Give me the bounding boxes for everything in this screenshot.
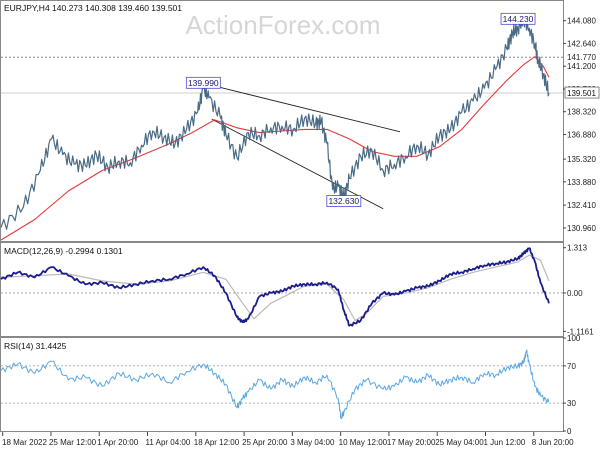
price-y-tick-label: 130.960 bbox=[567, 224, 596, 233]
annotation-box bbox=[326, 195, 362, 208]
channel-lower-line bbox=[211, 118, 384, 210]
macd-panel-frame bbox=[0, 242, 564, 337]
rsi-panel-frame bbox=[0, 337, 564, 432]
watermark: ActionForex.com bbox=[185, 10, 380, 40]
macd-main-line bbox=[0, 247, 550, 327]
price-panel-frame bbox=[0, 0, 564, 242]
rsi-y-tick-label: 30 bbox=[567, 399, 576, 408]
annotation-label: 144.230 bbox=[503, 14, 534, 24]
price-y-tick-label: 133.880 bbox=[567, 178, 596, 187]
x-tick-label: 1 Apr 20:00 bbox=[97, 438, 138, 447]
rsi-panel-title: RSI(14) 31.4425 bbox=[4, 341, 67, 351]
reference-price-label: 141.770 bbox=[567, 53, 596, 62]
annotation-label: 132.630 bbox=[328, 196, 359, 206]
macd-signal-line bbox=[0, 254, 550, 322]
price-layer: 144.080142.640141.200139.760138.320136.8… bbox=[0, 12, 600, 241]
current-price-box bbox=[564, 86, 600, 99]
x-tick-label: 10 May 12:00 bbox=[339, 438, 388, 447]
price-y-tick-label: 141.200 bbox=[567, 62, 596, 71]
rsi-y-tick-label: 0 bbox=[567, 427, 572, 436]
rsi-line bbox=[0, 349, 550, 420]
current-price-label: 139.501 bbox=[567, 89, 596, 98]
annotation-label: 139.990 bbox=[188, 78, 219, 88]
x-tick-label: 1 Jun 12:00 bbox=[483, 438, 525, 447]
channel-upper-line bbox=[211, 84, 401, 133]
x-tick-label: 25 Apr 20:00 bbox=[242, 438, 288, 447]
x-tick-label: 8 Jun 20:00 bbox=[532, 438, 574, 447]
rsi-y-tick-label: 70 bbox=[567, 362, 576, 371]
x-axis: 18 Mar 2022 25 Mar 12:00 1 Apr 20:00 11 Apr… bbox=[2, 432, 574, 447]
price-panel-title: EURJPY,H4 140.273 140.308 139.460 139.50… bbox=[4, 3, 182, 13]
macd-y-tick-label: -1.1161 bbox=[567, 327, 594, 336]
x-tick-label: 3 May 04:00 bbox=[290, 438, 335, 447]
annotation-box bbox=[500, 12, 536, 25]
x-tick-label: 25 Mar 12:00 bbox=[49, 438, 97, 447]
x-tick-label: 18 Apr 12:00 bbox=[194, 438, 240, 447]
x-tick-label: 11 Apr 04:00 bbox=[146, 438, 191, 447]
price-y-tick-label: 142.640 bbox=[567, 39, 596, 48]
price-line bbox=[0, 14, 550, 230]
moving-average-line bbox=[0, 56, 550, 241]
macd-layer: 1.313 0.00 -1.1161 bbox=[0, 244, 594, 336]
price-y-tick-label: 144.080 bbox=[567, 17, 596, 26]
x-tick-label: 18 Mar 2022 bbox=[2, 438, 47, 447]
x-tick-label: 25 May 04:00 bbox=[435, 438, 484, 447]
price-y-tick-label: 136.880 bbox=[567, 130, 596, 139]
price-y-tick-label: 135.320 bbox=[567, 155, 596, 164]
rsi-layer: 100 70 30 0 bbox=[0, 334, 581, 436]
macd-y-tick-label: 1.313 bbox=[567, 244, 588, 253]
macd-panel-title: MACD(12,26,9) -0.2994 0.1301 bbox=[4, 246, 123, 256]
annotation-box bbox=[185, 76, 221, 89]
price-y-tick-label: 132.410 bbox=[567, 201, 596, 210]
x-tick-label: 17 May 20:00 bbox=[387, 438, 436, 447]
price-y-tick-label: 138.320 bbox=[567, 108, 596, 117]
rsi-y-tick-label: 100 bbox=[567, 334, 581, 343]
macd-y-tick-label: 0.00 bbox=[567, 289, 583, 298]
